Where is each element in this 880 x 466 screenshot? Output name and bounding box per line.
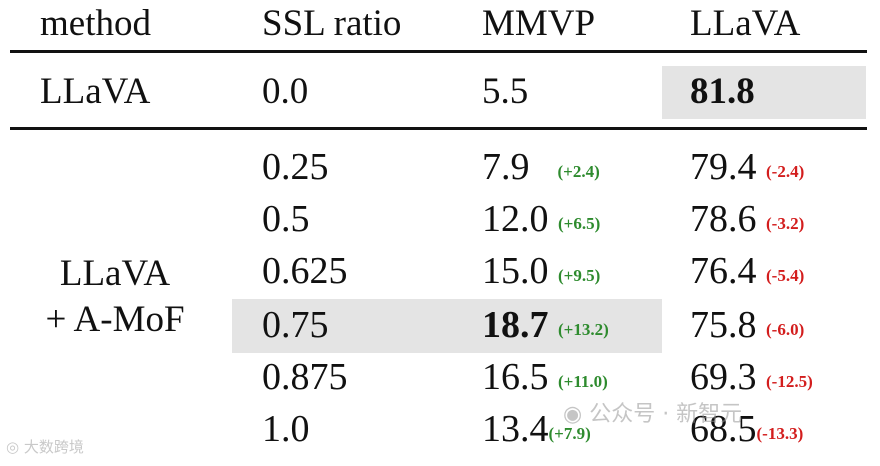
row-mmvp: 13.4(+7.9) xyxy=(482,407,591,456)
header-llava: LLaVA xyxy=(690,3,801,44)
group-method-line2: + A-MoF xyxy=(45,299,185,340)
row-llava: 68.5(-13.3) xyxy=(690,407,803,456)
llava-delta: (-13.3) xyxy=(756,424,804,443)
row-llava: 75.8 (-6.0) xyxy=(690,303,804,352)
baseline-ssl: 0.0 xyxy=(262,71,309,112)
llava-value: 76.4 xyxy=(690,250,757,292)
llava-delta: (-6.0) xyxy=(766,320,805,339)
row-mmvp: 7.9 (+2.4) xyxy=(482,145,600,194)
section-rule xyxy=(10,127,867,130)
llava-delta: (-12.5) xyxy=(766,372,813,391)
group-method-label: LLaVA + A-MoF xyxy=(40,251,190,343)
llava-delta: (-5.4) xyxy=(766,266,805,285)
header-ssl-ratio: SSL ratio xyxy=(262,3,402,44)
best-row-highlight xyxy=(232,299,662,353)
row-mmvp: 16.5 (+11.0) xyxy=(482,355,608,404)
row-ssl: 0.75 xyxy=(262,304,329,346)
row-llava: 78.6 (-3.2) xyxy=(690,197,804,246)
mmvp-delta: (+7.9) xyxy=(548,424,591,443)
baseline-mmvp: 5.5 xyxy=(482,71,529,112)
wechat-icon: ◉ xyxy=(563,402,583,427)
row-llava: 76.4 (-5.4) xyxy=(690,249,804,298)
row-ssl: 0.625 xyxy=(262,250,348,292)
baseline-highlight xyxy=(662,66,866,119)
row-mmvp: 12.0 (+6.5) xyxy=(482,197,600,246)
header-method: method xyxy=(40,3,151,44)
row-ssl: 1.0 xyxy=(262,408,310,450)
row-llava: 79.4 (-2.4) xyxy=(690,145,804,194)
header-mmvp: MMVP xyxy=(482,3,596,44)
watermark-right: ◉ 公众号 · 新智元 xyxy=(563,402,743,427)
watermark-logo-icon: ◎ xyxy=(6,438,20,456)
mmvp-value-best: 18.7 xyxy=(482,304,549,346)
header-rule xyxy=(10,50,867,53)
baseline-llava: 81.8 xyxy=(690,71,755,112)
mmvp-delta: (+9.5) xyxy=(558,266,601,285)
llava-value: 79.4 xyxy=(690,146,757,188)
llava-value: 68.5 xyxy=(690,408,757,450)
watermark-left: ◎ 大数跨境 xyxy=(6,438,84,456)
mmvp-value: 15.0 xyxy=(482,250,549,292)
row-llava: 69.3 (-12.5) xyxy=(690,355,813,404)
mmvp-delta: (+6.5) xyxy=(558,214,601,233)
baseline-method: LLaVA xyxy=(40,71,151,112)
mmvp-value: 16.5 xyxy=(482,356,549,398)
row-ssl: 0.5 xyxy=(262,198,310,240)
row-ssl: 0.25 xyxy=(262,146,329,188)
row-ssl: 0.875 xyxy=(262,356,348,398)
mmvp-value: 7.9 xyxy=(482,146,530,188)
llava-value: 75.8 xyxy=(690,304,757,346)
mmvp-delta: (+11.0) xyxy=(558,372,608,391)
row-mmvp: 18.7 (+13.2) xyxy=(482,303,609,352)
llava-value: 78.6 xyxy=(690,198,757,240)
mmvp-delta: (+13.2) xyxy=(558,320,609,339)
mmvp-value: 12.0 xyxy=(482,198,549,240)
llava-delta: (-3.2) xyxy=(766,214,805,233)
mmvp-delta: (+2.4) xyxy=(557,162,600,181)
llava-delta: (-2.4) xyxy=(766,162,805,181)
row-mmvp: 15.0 (+9.5) xyxy=(482,249,600,298)
group-method-line1: LLaVA xyxy=(59,253,171,294)
mmvp-value: 13.4 xyxy=(482,408,549,450)
llava-value: 69.3 xyxy=(690,356,757,398)
